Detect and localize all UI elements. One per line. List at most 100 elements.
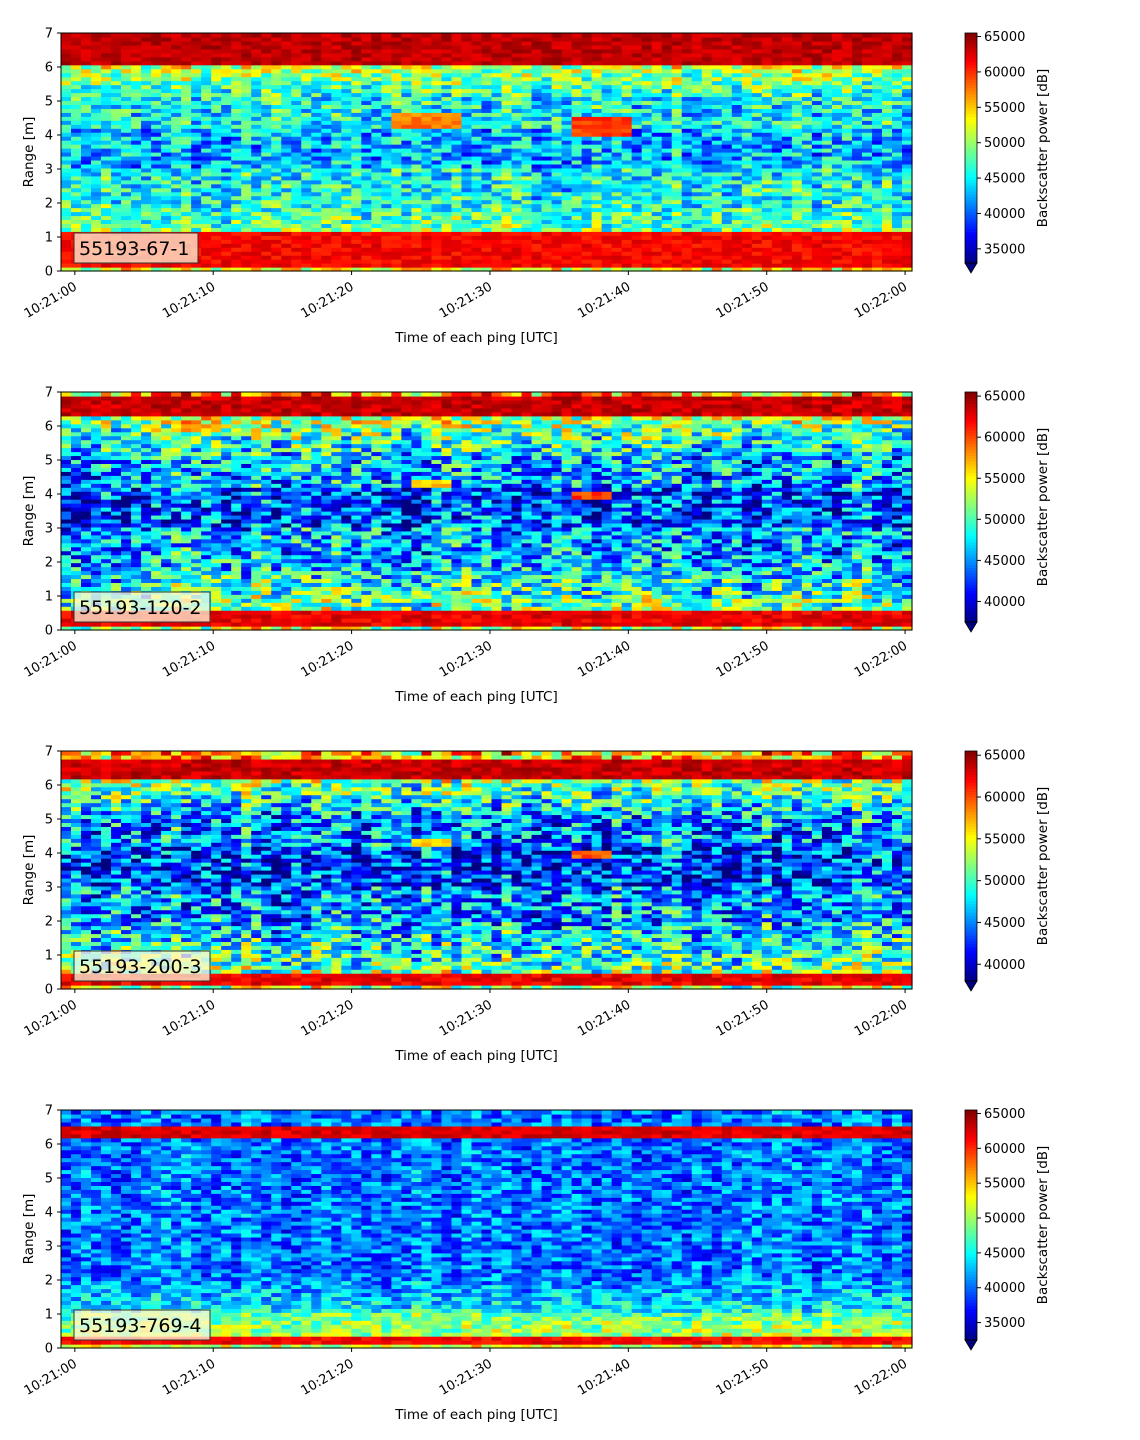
heatmap-cell [381, 188, 392, 193]
heatmap-cell [301, 188, 312, 193]
heatmap-cell [652, 215, 663, 220]
heatmap-cell [291, 231, 302, 236]
heatmap-cell [161, 41, 172, 46]
heatmap-cell [71, 140, 82, 145]
heatmap-cell [682, 136, 693, 141]
heatmap-cell [622, 45, 633, 50]
heatmap-cell [572, 215, 583, 220]
heatmap-cell [582, 215, 593, 220]
heatmap-cell [512, 168, 523, 173]
heatmap-cell [712, 33, 723, 38]
heatmap-cell [732, 120, 743, 125]
heatmap-cell [221, 259, 232, 264]
heatmap-cell [862, 81, 873, 86]
heatmap-cell [331, 132, 342, 137]
heatmap-cell [692, 49, 703, 54]
heatmap-cell [151, 219, 162, 224]
heatmap-cell [712, 116, 723, 121]
heatmap-cell [211, 53, 222, 58]
heatmap-cell [892, 231, 903, 236]
heatmap-cell [792, 41, 803, 46]
heatmap-cell [111, 168, 122, 173]
heatmap-cell [592, 219, 603, 224]
heatmap-cell [171, 100, 182, 105]
heatmap-cell [582, 45, 593, 50]
heatmap-cell [792, 93, 803, 98]
heatmap-cell [702, 120, 713, 125]
heatmap-cell [552, 116, 563, 121]
heatmap-cell [512, 188, 523, 193]
heatmap-cell [371, 219, 382, 224]
heatmap-cell [131, 81, 142, 86]
heatmap-cell [451, 65, 462, 70]
heatmap-cell [622, 208, 633, 213]
heatmap-cell [271, 73, 282, 78]
heatmap-cell [852, 53, 863, 58]
heatmap-cell [61, 180, 72, 185]
heatmap-cell [832, 120, 843, 125]
heatmap-cell [842, 164, 853, 169]
heatmap-cell [301, 215, 312, 220]
heatmap-cell [722, 140, 733, 145]
heatmap-cell [291, 128, 302, 133]
heatmap-cell [151, 180, 162, 185]
heatmap-cell [81, 140, 92, 145]
heatmap-cell [291, 219, 302, 224]
heatmap-cell [401, 33, 412, 38]
heatmap-cell [862, 96, 873, 101]
heatmap-cell [882, 156, 893, 161]
heatmap-cell [672, 255, 683, 260]
heatmap-cell [862, 235, 873, 240]
heatmap-cell [151, 204, 162, 209]
heatmap-cell [451, 255, 462, 260]
heatmap-cell [401, 69, 412, 74]
heatmap-cell [171, 208, 182, 213]
heatmap-cell [542, 104, 553, 109]
heatmap-cell [562, 140, 573, 145]
heatmap-cell [512, 144, 523, 149]
heatmap-cell [522, 204, 533, 209]
heatmap-cell [361, 65, 372, 70]
heatmap-cell [822, 96, 833, 101]
heatmap-cell [281, 49, 292, 54]
heatmap-cell [481, 176, 492, 181]
heatmap-cell [61, 69, 72, 74]
heatmap-cell [411, 124, 422, 129]
heatmap-cell [301, 116, 312, 121]
heatmap-cell [552, 136, 563, 141]
heatmap-cell [512, 208, 523, 213]
heatmap-cell [351, 41, 362, 46]
heatmap-cell [622, 239, 633, 244]
heatmap-cell [341, 235, 352, 240]
heatmap-cell [642, 208, 653, 213]
heatmap-cell [101, 156, 112, 161]
heatmap-cell [792, 204, 803, 209]
heatmap-cell [441, 96, 452, 101]
heatmap-cell [642, 247, 653, 252]
heatmap-cell [642, 33, 653, 38]
heatmap-cell [612, 49, 623, 54]
heatmap-cell [562, 259, 573, 264]
heatmap-cell [411, 132, 422, 137]
heatmap-cell [91, 37, 102, 42]
heatmap-cell [101, 128, 112, 133]
heatmap-cell [742, 124, 753, 129]
heatmap-cell [341, 140, 352, 145]
heatmap-cell [191, 172, 202, 177]
heatmap-cell [772, 49, 783, 54]
heatmap-cell [802, 89, 813, 94]
heatmap-cell [361, 215, 372, 220]
heatmap-cell [712, 200, 723, 205]
heatmap-cell [431, 124, 442, 129]
heatmap-cell [602, 45, 613, 50]
heatmap-cell [101, 77, 112, 82]
heatmap-cell [652, 77, 663, 82]
heatmap-cell [321, 184, 332, 189]
heatmap-cell [592, 81, 603, 86]
heatmap-cell [522, 89, 533, 94]
heatmap-cell [862, 168, 873, 173]
heatmap-cell [171, 96, 182, 101]
heatmap-cell [642, 188, 653, 193]
heatmap-cell [882, 235, 893, 240]
heatmap-cell [181, 184, 192, 189]
